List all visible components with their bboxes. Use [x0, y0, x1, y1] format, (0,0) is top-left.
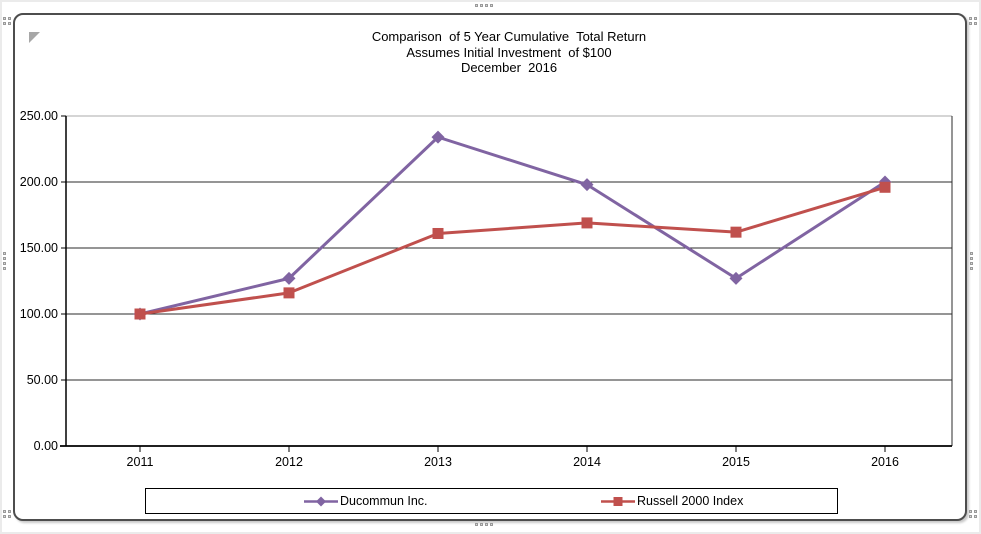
data-point-square[interactable]	[283, 287, 295, 299]
data-point-square[interactable]	[134, 308, 146, 320]
data-point-square[interactable]	[730, 226, 742, 238]
selection-handle-top-right[interactable]	[969, 17, 977, 25]
corner-mark-icon	[29, 32, 40, 43]
data-point-square[interactable]	[432, 227, 444, 239]
series-line-russell[interactable]	[139, 185, 886, 316]
data-point-diamond[interactable]	[729, 271, 743, 285]
data-point-diamond[interactable]	[580, 178, 594, 192]
selection-handle-top[interactable]	[475, 4, 493, 7]
data-point-square[interactable]	[879, 181, 891, 193]
y-tick-label: 200.00	[20, 175, 58, 189]
x-tick-label: 2016	[871, 455, 899, 469]
title-line-3: December 2016	[460, 60, 558, 75]
selection-handle-bottom-left[interactable]	[3, 510, 11, 518]
title-line-1: Comparison of 5 Year Cumulative Total Re…	[371, 29, 647, 44]
russell-line-square-icon	[601, 495, 635, 508]
chart-border-frame	[13, 13, 967, 521]
y-tick-label: 50.00	[27, 373, 58, 387]
selection-handle-left[interactable]	[3, 252, 6, 270]
data-point-diamond[interactable]	[282, 271, 296, 285]
selection-handle-bottom[interactable]	[475, 523, 493, 526]
data-point-diamond[interactable]	[431, 130, 445, 144]
ducommun-line-diamond-icon	[304, 495, 338, 508]
x-tick-label: 2012	[275, 455, 303, 469]
title-line-2: Assumes Initial Investment of $100	[406, 44, 612, 60]
y-tick-label: 100.00	[20, 307, 58, 321]
x-tick-label: 2015	[722, 455, 750, 469]
selection-handle-top-left[interactable]	[3, 17, 11, 25]
legend-label-russell: Russell 2000 Index	[637, 494, 744, 508]
legend-label-ducommun: Ducommun Inc.	[340, 494, 428, 508]
x-tick-label: 2014	[573, 455, 601, 469]
x-tick-label: 2013	[424, 455, 452, 469]
legend-item-ducommun[interactable]: Ducommun Inc.	[304, 489, 428, 513]
x-tick-label: 2011	[127, 455, 154, 469]
selection-handle-right[interactable]	[970, 252, 973, 270]
y-tick-label: 0.00	[34, 439, 58, 453]
y-tick-label: 250.00	[20, 109, 58, 123]
legend-swatch	[304, 496, 338, 506]
data-point-square[interactable]	[581, 217, 593, 229]
chart-title: Comparison of 5 Year Cumulative Total Re…	[66, 29, 952, 76]
legend-swatch	[601, 496, 635, 506]
series-line-ducommun[interactable]	[139, 135, 886, 316]
legend: Ducommun Inc. Russell 2000 Index	[145, 488, 838, 514]
selection-handle-bottom-right[interactable]	[969, 510, 977, 518]
y-tick-label: 150.00	[20, 241, 58, 255]
legend-item-russell[interactable]: Russell 2000 Index	[601, 489, 743, 513]
